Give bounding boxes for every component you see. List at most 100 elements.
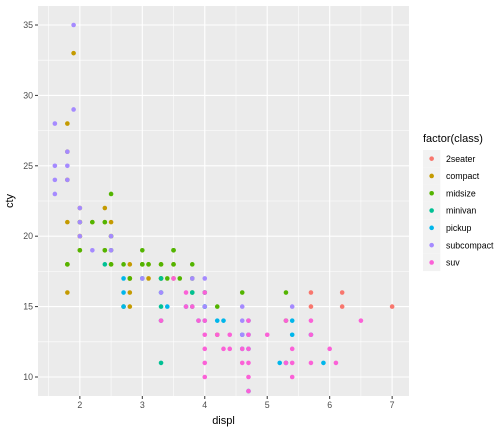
data-point-suv (202, 332, 208, 338)
data-point-subcompact (108, 247, 114, 253)
data-point-compact (127, 290, 133, 295)
legend-swatch-pickup (429, 225, 434, 231)
data-point-suv (239, 360, 245, 366)
data-point-midsize (171, 262, 176, 267)
x-tick-label: 5 (265, 400, 270, 410)
data-point-midsize (127, 276, 133, 281)
data-point-suv (202, 318, 208, 323)
data-point-suv (227, 346, 233, 352)
x-tick-label: 2 (77, 400, 82, 410)
data-point-compact (127, 262, 133, 267)
data-point-midsize (108, 262, 114, 267)
data-point-pickup (121, 290, 126, 295)
data-point-2seater (389, 304, 395, 309)
data-point-midsize (90, 219, 95, 225)
data-point-minivan (189, 290, 195, 295)
data-point-suv (189, 304, 195, 309)
legend-label-suv: suv (446, 258, 460, 268)
data-point-subcompact (52, 177, 58, 183)
data-point-suv (246, 388, 251, 394)
data-point-subcompact (108, 233, 114, 239)
data-point-midsize (102, 219, 108, 225)
data-point-subcompact (90, 247, 95, 253)
data-point-minivan (158, 304, 164, 309)
legend-label-minivan: minivan (446, 206, 476, 216)
legend-label-pickup: pickup (446, 223, 472, 233)
data-point-minivan (158, 360, 164, 366)
data-point-suv (183, 304, 189, 309)
data-point-suv (202, 374, 208, 380)
data-point-pickup (321, 360, 326, 366)
data-point-compact (108, 219, 114, 225)
y-tick-label: 10 (23, 372, 33, 382)
data-point-subcompact (52, 163, 58, 169)
legend-swatch-suv (429, 260, 434, 265)
data-point-pickup (164, 304, 170, 309)
data-point-compact (71, 50, 76, 56)
data-point-pickup (289, 332, 295, 338)
data-point-subcompact (202, 304, 208, 309)
y-tick-label: 20 (23, 231, 33, 241)
data-point-suv (183, 290, 189, 295)
data-point-pickup (221, 318, 226, 323)
data-point-suv (239, 346, 245, 352)
data-point-subcompact (77, 233, 83, 239)
data-point-suv (202, 346, 208, 352)
y-tick-label: 30 (23, 90, 33, 100)
data-point-suv (246, 332, 251, 338)
data-point-midsize (108, 191, 114, 197)
y-axis-title: cty (4, 193, 16, 208)
data-point-suv (264, 332, 270, 338)
data-point-midsize (283, 290, 289, 295)
data-point-suv (214, 332, 220, 338)
data-point-midsize (239, 290, 245, 295)
data-point-midsize (121, 262, 126, 267)
legend: factor(class) 2seater compact midsize miniv… (423, 133, 494, 272)
data-point-subcompact (289, 304, 295, 309)
legend-swatch-2seater (429, 156, 434, 161)
data-point-suv (327, 346, 332, 352)
data-point-suv (227, 332, 233, 338)
data-point-subcompact (65, 163, 70, 169)
data-point-midsize (158, 262, 164, 267)
x-tick-label: 3 (140, 400, 145, 410)
data-point-subcompact (65, 177, 70, 183)
data-point-suv (283, 360, 289, 366)
legend-swatch-subcompact (429, 242, 434, 248)
legend-label-midsize: midsize (446, 188, 476, 198)
data-point-suv (221, 346, 226, 352)
minor-grid (38, 6, 409, 396)
data-point-suv (202, 360, 208, 366)
legend-swatch-midsize (429, 190, 434, 196)
data-point-midsize (164, 276, 170, 281)
data-point-suv (289, 360, 295, 366)
data-point-midsize (171, 247, 176, 253)
x-tick-label: 6 (327, 400, 332, 410)
data-point-subcompact (77, 205, 83, 211)
data-point-minivan (158, 276, 164, 281)
legend-label-2seater: 2seater (446, 154, 475, 164)
data-point-suv (158, 318, 164, 323)
data-point-suv (171, 276, 176, 281)
data-point-suv (246, 346, 251, 352)
data-point-midsize (140, 262, 145, 267)
data-point-subcompact (158, 290, 164, 295)
data-point-midsize (177, 276, 183, 281)
data-point-subcompact (71, 107, 76, 112)
data-point-pickup (214, 318, 220, 323)
data-point-suv (283, 318, 289, 323)
data-point-compact (65, 290, 70, 295)
data-point-subcompact (239, 332, 245, 338)
legend-swatch-minivan (429, 208, 434, 213)
data-point-subcompact (71, 22, 76, 28)
y-axis: 10 15 20 25 30 35 (23, 20, 38, 382)
data-point-subcompact (77, 219, 83, 225)
data-point-midsize (214, 304, 220, 309)
data-point-suv (308, 318, 314, 323)
y-tick-label: 15 (23, 302, 33, 312)
data-point-subcompact (65, 149, 70, 155)
data-point-minivan (102, 262, 108, 267)
data-point-subcompact (202, 276, 208, 281)
data-point-compact (102, 205, 108, 211)
